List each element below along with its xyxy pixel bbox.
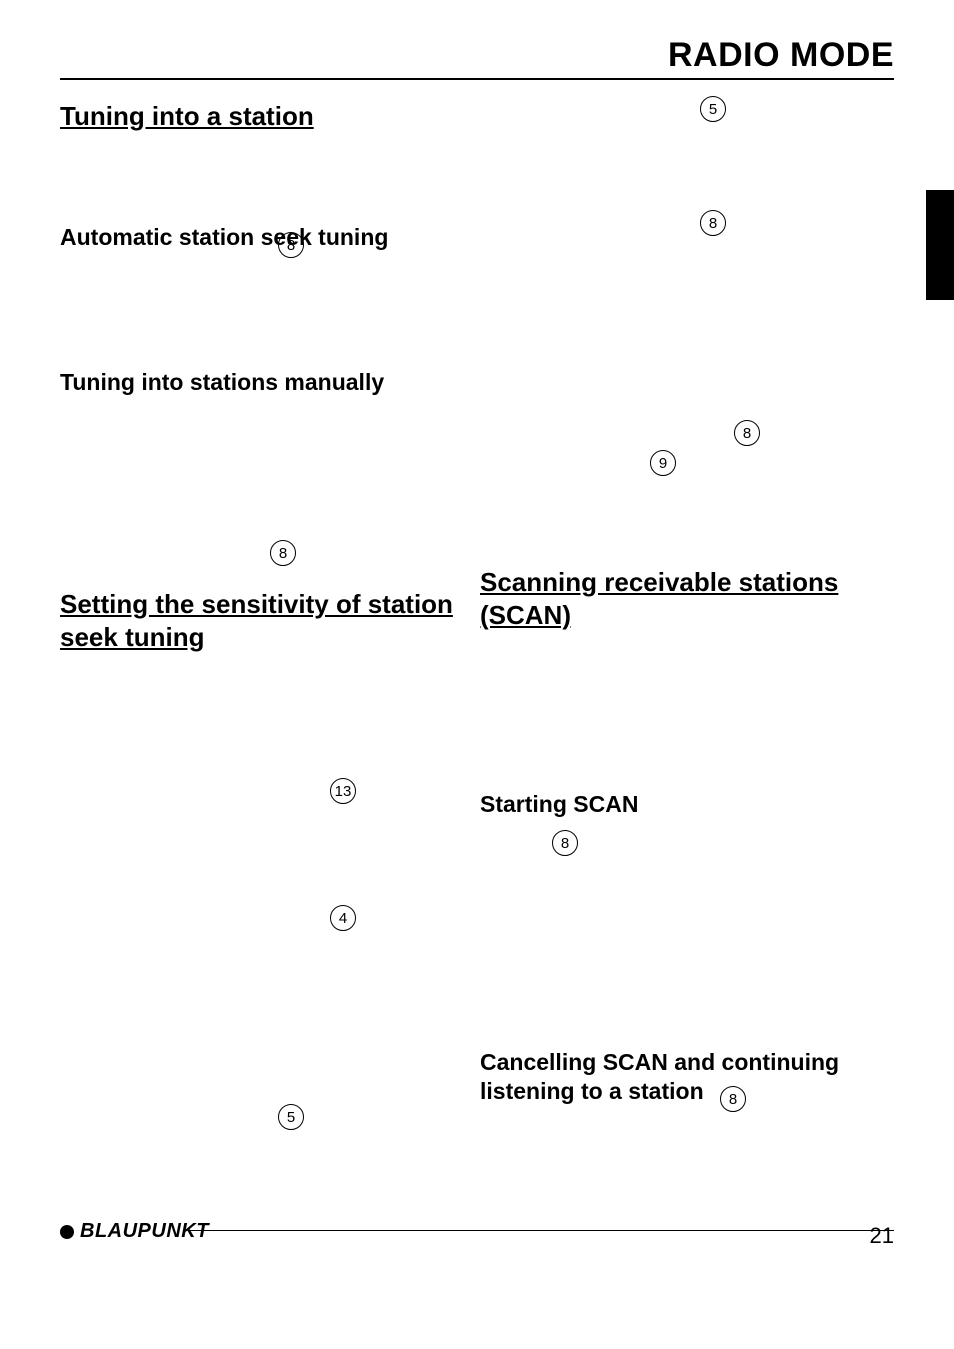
heading-manual-tune: Tuning into stations manually xyxy=(60,368,460,397)
heading-scan: Scanning receivable stations (SCAN) xyxy=(480,566,880,631)
ref-circle-icon: 8 xyxy=(270,540,296,566)
brand-dot-icon xyxy=(60,1225,74,1239)
thumb-tab xyxy=(926,190,954,300)
ref-circle-icon: 8 xyxy=(734,420,760,446)
manual-page: RADIO MODE Tuning into a station Automat… xyxy=(0,0,954,1349)
ref-circle-icon: 8 xyxy=(278,232,304,258)
header-rule xyxy=(60,78,894,80)
ref-circle-icon: 5 xyxy=(700,96,726,122)
section-start-scan: Starting SCAN xyxy=(480,762,880,827)
heading-sensitivity: Setting the sensitivity of station seek … xyxy=(60,588,460,653)
section-auto-seek: Automatic station seek tuning xyxy=(60,195,460,260)
heading-start-scan: Starting SCAN xyxy=(480,790,880,819)
section-manual-tune: Tuning into stations manually xyxy=(60,340,460,405)
heading-tuning: Tuning into a station xyxy=(60,100,460,133)
brand-text: BLAUPUNKT xyxy=(80,1220,209,1243)
page-title: RADIO MODE xyxy=(668,36,894,75)
section-cancel-scan: Cancelling SCAN and continuing listening… xyxy=(480,1020,880,1114)
ref-circle-icon: 13 xyxy=(330,778,356,804)
page-number: 21 xyxy=(870,1223,894,1249)
brand-logo: BLAUPUNKT xyxy=(60,1220,209,1243)
footer-rule xyxy=(190,1230,894,1231)
ref-circle-icon: 8 xyxy=(720,1086,746,1112)
ref-circle-icon: 8 xyxy=(552,830,578,856)
ref-circle-icon: 9 xyxy=(650,450,676,476)
section-scan: Scanning receivable stations (SCAN) xyxy=(480,558,880,649)
ref-circle-icon: 4 xyxy=(330,905,356,931)
heading-cancel-scan: Cancelling SCAN and continuing listening… xyxy=(480,1048,880,1106)
ref-circle-icon: 5 xyxy=(278,1104,304,1130)
left-column: Tuning into a station xyxy=(60,92,460,151)
ref-circle-icon: 8 xyxy=(700,210,726,236)
section-sensitivity: Setting the sensitivity of station seek … xyxy=(60,580,460,671)
heading-auto-seek: Automatic station seek tuning xyxy=(60,223,460,252)
